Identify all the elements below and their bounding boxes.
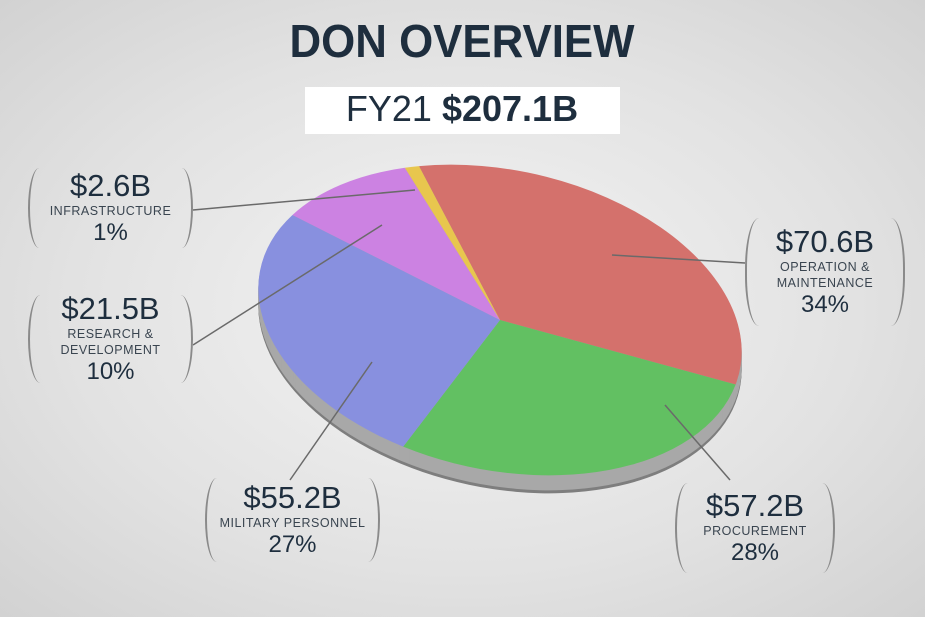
amount-label: $2.6B — [69, 168, 151, 203]
value-label: 10% — [86, 358, 135, 385]
slice-label: $2.6B INFRASTRUCTURE 1% — [28, 168, 193, 248]
category-label: MILITARY PERSONNEL — [219, 516, 366, 530]
subtitle-box — [305, 87, 620, 134]
amount-label: $57.2B — [705, 488, 805, 523]
pie — [258, 164, 742, 494]
slice-label: $70.6B OPERATION & MAINTENANCE 34% — [745, 218, 905, 326]
value-label: 34% — [800, 291, 850, 318]
pie-slice — [403, 320, 736, 476]
pie-slice — [418, 164, 742, 385]
leaders — [192, 189, 746, 481]
leader-line — [192, 224, 383, 346]
amount-label: $70.6B — [775, 224, 875, 259]
category-label: INFRASTRUCTURE — [49, 204, 172, 218]
subtitle: FY21 $207.1B — [346, 88, 578, 129]
pie-slice — [292, 167, 500, 320]
value-label: 1% — [93, 219, 128, 246]
leader-line — [664, 404, 731, 481]
value-label: 27% — [268, 531, 317, 558]
category-label: PROCUREMENT — [703, 524, 807, 538]
slice-label: $21.5B RESEARCH & DEVELOPMENT 10% — [28, 291, 193, 385]
value-label: 28% — [730, 539, 780, 566]
chart-title: DON OVERVIEW — [290, 15, 636, 67]
pie-slice — [404, 166, 500, 320]
total: $207.1B — [442, 88, 578, 129]
pie-slice — [258, 214, 500, 447]
leader-line — [611, 254, 746, 264]
category-label: RESEARCH & DEVELOPMENT — [60, 327, 161, 357]
category-label: OPERATION & MAINTENANCE — [776, 260, 874, 290]
leader-line — [289, 361, 373, 481]
amount-label: $55.2B — [243, 480, 342, 515]
subtitle-year: FY21 — [346, 88, 432, 129]
leader-line — [192, 189, 416, 211]
slice-label: $55.2B MILITARY PERSONNEL 27% — [205, 478, 380, 562]
amount-label: $21.5B — [61, 291, 160, 326]
slice-label: $57.2B PROCUREMENT 28% — [675, 483, 835, 573]
